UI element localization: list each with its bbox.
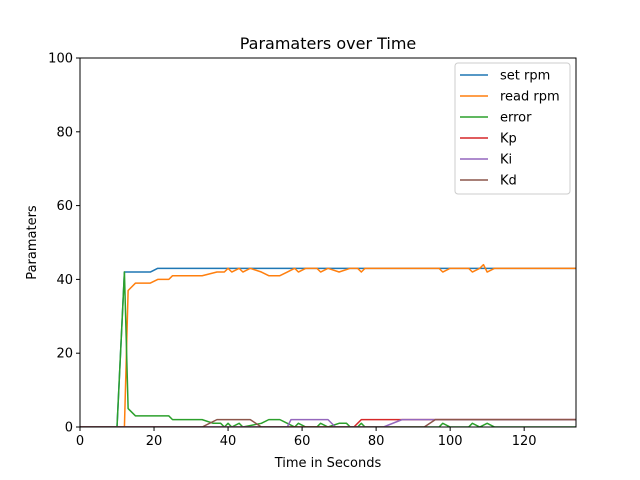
legend-label: Ki	[500, 153, 512, 168]
x-tick-label: 60	[294, 434, 311, 449]
legend: set rpm read rpm error Kp Ki Kd	[454, 62, 571, 195]
series-line-error	[80, 271, 576, 427]
series-line-ki	[80, 418, 576, 427]
series-line-read-rpm	[80, 263, 576, 427]
chart-title: Paramaters over Time	[240, 34, 417, 53]
y-tick-label: 20	[56, 347, 73, 362]
plot-area	[80, 263, 576, 427]
x-tick-label: 20	[146, 434, 163, 449]
y-tick-label: 0	[65, 421, 73, 436]
x-tick-label: 80	[368, 434, 385, 449]
x-tick-label: 120	[512, 434, 537, 449]
y-tick-label: 100	[48, 52, 73, 67]
series-line-kp	[80, 418, 576, 427]
x-tick-label: 0	[76, 434, 84, 449]
plot-frame	[79, 57, 577, 428]
series-line-set-rpm	[80, 267, 576, 427]
x-tick-label: 40	[220, 434, 237, 449]
x-axis-title: Time in Seconds	[274, 456, 382, 471]
legend-label: Kd	[500, 174, 517, 189]
y-tick-label: 60	[56, 199, 73, 214]
legend-label: read rpm	[500, 90, 560, 105]
y-tick-label: 80	[56, 125, 73, 140]
legend-label: set rpm	[500, 69, 550, 84]
x-axis: 0 20 40 60 80 100 120	[76, 427, 537, 449]
y-axis: 0 20 40 60 80 100	[48, 52, 80, 436]
legend-label: Kp	[500, 132, 517, 147]
series-line-kd	[80, 418, 576, 427]
y-tick-label: 40	[56, 273, 73, 288]
x-tick-label: 100	[438, 434, 463, 449]
legend-label: error	[500, 111, 532, 126]
y-axis-title: Paramaters	[25, 205, 40, 280]
